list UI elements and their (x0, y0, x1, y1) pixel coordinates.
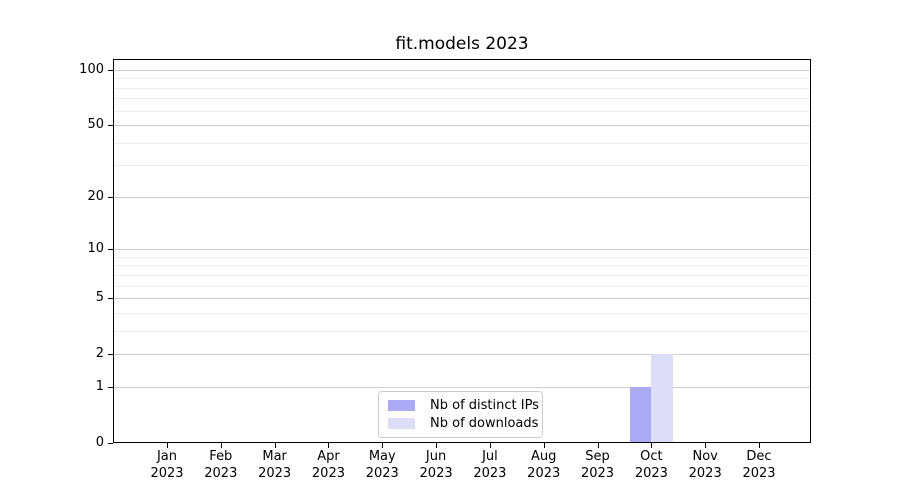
y-tick-mark (108, 443, 113, 444)
y-gridline-major (114, 249, 810, 251)
bar-layer (114, 60, 810, 442)
x-tick-mark (436, 443, 438, 448)
x-tick-mark (543, 443, 545, 448)
x-tick-month: Jan (156, 449, 178, 464)
x-tick-month: Apr (317, 449, 340, 464)
y-gridline-major (114, 298, 810, 300)
x-tick-year: 2023 (150, 466, 184, 481)
y-tick-label: 2 (95, 346, 104, 362)
x-tick-month: May (368, 449, 396, 464)
x-tick-month: Jun (425, 449, 447, 464)
y-tick-label: 1 (95, 378, 104, 394)
y-tick-label: 10 (87, 241, 104, 257)
x-tick-label: Apr 2023 (288, 448, 368, 482)
y-tick-label: 0 (95, 435, 104, 450)
y-gridline-major (114, 354, 810, 356)
y-tick-label: 20 (87, 188, 104, 204)
x-tick-label: Jul 2023 (450, 448, 530, 482)
x-tick-year: 2023 (258, 466, 292, 481)
y-gridline-major (114, 196, 810, 198)
x-tick-label: Sep 2023 (558, 448, 638, 482)
x-tick-mark (167, 443, 168, 448)
x-tick-mark (597, 443, 599, 448)
x-tick-month: Jul (482, 449, 498, 464)
y-gridline-minor (114, 285, 810, 287)
x-tick-mark (759, 443, 760, 448)
legend-swatch-distinct-ips (388, 400, 415, 411)
x-tick-label: Jan 2023 (127, 448, 207, 482)
legend-swatch-downloads (388, 418, 415, 429)
x-tick-mark (220, 443, 222, 448)
x-tick-month: Mar (262, 449, 287, 464)
y-gridline-minor (114, 87, 810, 89)
x-tick-year: 2023 (311, 466, 345, 481)
x-tick-year: 2023 (419, 466, 453, 481)
x-tick-label: Feb 2023 (181, 448, 261, 482)
x-tick-year: 2023 (365, 466, 399, 481)
x-tick-mark (651, 443, 653, 448)
x-tick-label: Jun 2023 (396, 448, 476, 482)
legend-label-downloads: Nb of downloads (430, 416, 539, 431)
y-gridline-minor (114, 330, 810, 332)
x-tick-year: 2023 (634, 466, 668, 481)
y-gridline-major (114, 70, 810, 71)
x-tick-month: Sep (585, 449, 610, 464)
x-tick-mark (382, 443, 384, 448)
y-gridline-minor (114, 78, 810, 80)
grid-layer (114, 60, 810, 442)
x-tick-month: Dec (746, 449, 772, 464)
y-gridline-major (114, 386, 810, 388)
legend-item-distinct-ips: Nb of distinct IPs (388, 398, 539, 413)
x-tick-year: 2023 (580, 466, 615, 481)
x-tick-mark (489, 443, 491, 448)
bar-nb-of-distinct-ips (629, 386, 652, 442)
y-tick-label: 5 (95, 290, 104, 306)
x-tick-label: Dec 2023 (719, 448, 799, 482)
x-tick-label: May 2023 (342, 448, 422, 482)
x-tick-month: Nov (692, 449, 718, 464)
x-tick-year: 2023 (473, 466, 507, 481)
x-tick-month: Oct (640, 449, 663, 464)
x-tick-month: Feb (209, 449, 233, 464)
legend-label-distinct-ips: Nb of distinct IPs (430, 398, 539, 413)
x-tick-year: 2023 (742, 466, 776, 481)
x-tick-mark (328, 443, 330, 448)
plot-area (113, 59, 811, 443)
y-tick-label: 50 (87, 117, 104, 133)
y-gridline-minor (114, 274, 810, 276)
x-tick-year: 2023 (688, 466, 722, 481)
x-tick-label: Nov 2023 (665, 448, 745, 482)
x-tick-year: 2023 (527, 466, 561, 481)
chart-title: fit.models 2023 (395, 34, 529, 54)
bar-nb-of-downloads (651, 354, 673, 442)
x-tick-mark (274, 443, 276, 448)
x-tick-year: 2023 (204, 466, 238, 481)
x-tick-mark (705, 443, 707, 448)
x-tick-label: Oct 2023 (611, 448, 691, 482)
x-tick-month: Aug (531, 449, 557, 464)
y-gridline-minor (114, 312, 810, 314)
y-gridline-minor (114, 265, 810, 267)
y-gridline-minor (114, 256, 810, 258)
y-gridline-minor (114, 142, 810, 144)
y-tick-label: 100 (79, 62, 104, 77)
x-tick-label: Aug 2023 (504, 448, 584, 482)
legend-item-downloads: Nb of downloads (388, 416, 538, 431)
y-gridline-minor (114, 165, 810, 167)
y-gridline-major (114, 125, 810, 127)
y-gridline-minor (114, 110, 810, 112)
legend: Nb of distinct IPs Nb of downloads (378, 391, 543, 438)
x-tick-label: Mar 2023 (235, 448, 315, 482)
y-gridline-minor (114, 98, 810, 100)
